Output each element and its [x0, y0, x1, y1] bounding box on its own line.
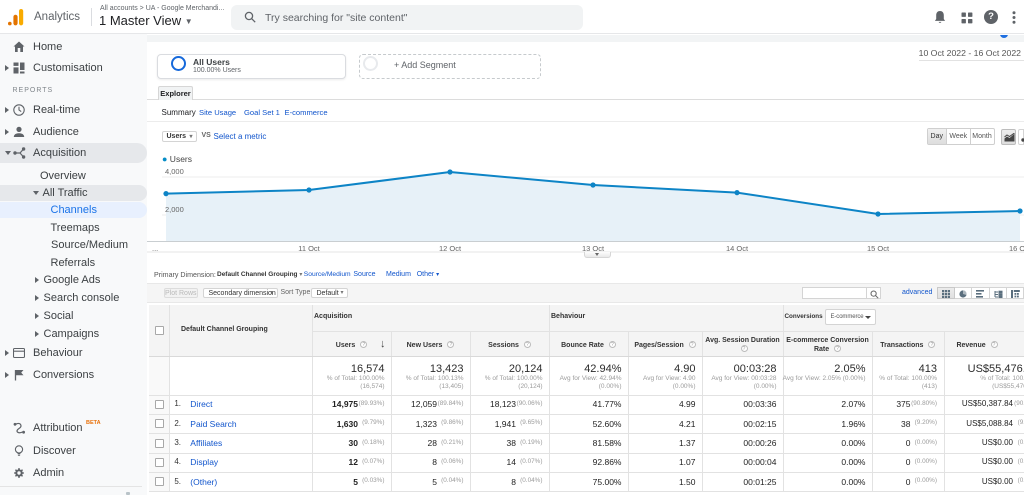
svg-text:15 Oct: 15 Oct	[867, 244, 890, 253]
svg-text:12 Oct: 12 Oct	[439, 244, 462, 253]
svg-text:...: ...	[152, 244, 158, 253]
svg-text:14 Oct: 14 Oct	[726, 244, 749, 253]
svg-text:13 Oct: 13 Oct	[582, 244, 605, 253]
svg-text:11 Oct: 11 Oct	[298, 244, 320, 253]
svg-text:4,000: 4,000	[165, 167, 184, 176]
svg-text:16 Oct: 16 Oct	[1009, 244, 1024, 253]
svg-text:2,000: 2,000	[165, 205, 184, 214]
